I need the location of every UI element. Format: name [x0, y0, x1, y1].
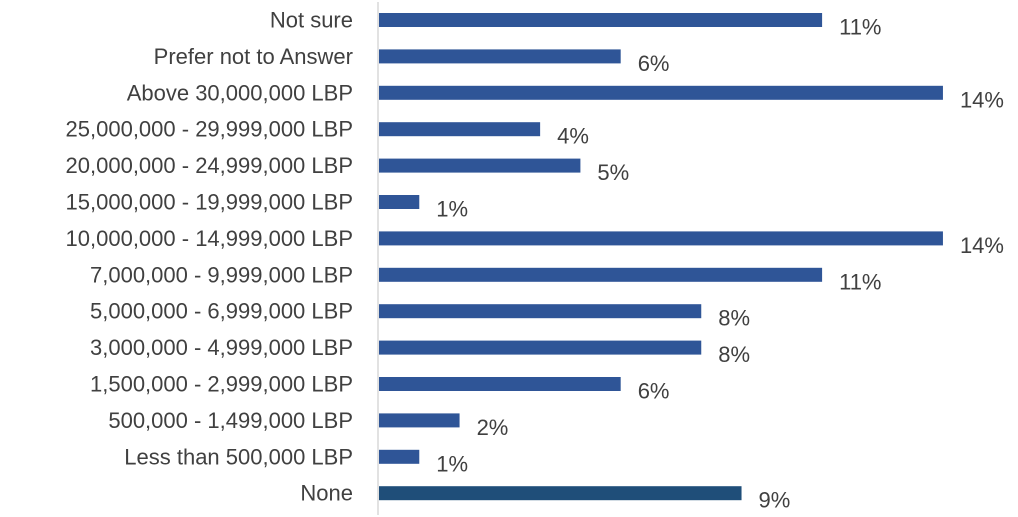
value-labels-group: 11% 6% 14% 4% 5% 1% 14% 11% 8% 8% 6% 2% 1% 9%: [436, 15, 1004, 513]
bar: [379, 49, 621, 64]
bar: [379, 158, 581, 173]
bar: [379, 377, 621, 391]
data-label: 1%: [436, 451, 468, 476]
data-label: 14%: [960, 233, 1004, 258]
bar: [379, 304, 702, 319]
bars-group: [379, 13, 943, 501]
category-labels-group: Not sure Prefer not to Answer Above 30,000…: [66, 8, 353, 506]
bar: [379, 122, 541, 137]
data-label: 6%: [638, 379, 670, 404]
bar: [379, 231, 943, 246]
data-label: 2%: [477, 415, 509, 440]
category-label: 3,000,000 - 4,999,000 LBP: [90, 335, 353, 360]
data-label: 9%: [759, 488, 791, 513]
bar: [379, 449, 420, 464]
category-label: 20,000,000 - 24,999,000 LBP: [66, 153, 353, 178]
bar: [379, 340, 702, 355]
bar: [379, 195, 420, 209]
bar: [379, 267, 823, 282]
category-label: Prefer not to Answer: [154, 44, 353, 69]
data-label: 11%: [839, 269, 881, 294]
category-label: 7,000,000 - 9,999,000 LBP: [90, 262, 353, 287]
category-label: 5,000,000 - 6,999,000 LBP: [90, 299, 353, 324]
data-label: 14%: [960, 87, 1004, 112]
category-label: None: [300, 481, 353, 506]
category-label: 15,000,000 - 19,999,000 LBP: [66, 190, 353, 215]
bar: [379, 413, 460, 428]
data-label: 8%: [718, 342, 750, 367]
category-label: Less than 500,000 LBP: [124, 444, 353, 469]
data-label: 4%: [557, 124, 589, 149]
data-label: 8%: [718, 306, 750, 331]
bar: [379, 85, 943, 100]
category-label: 10,000,000 - 14,999,000 LBP: [66, 226, 353, 251]
category-label: 25,000,000 - 29,999,000 LBP: [66, 117, 353, 142]
data-label: 5%: [597, 160, 629, 185]
category-label: 500,000 - 1,499,000 LBP: [108, 408, 353, 433]
bar: [379, 486, 742, 501]
category-label: Above 30,000,000 LBP: [127, 80, 353, 105]
bar: [379, 13, 823, 27]
category-label: Not sure: [270, 8, 353, 33]
data-label: 1%: [436, 197, 468, 222]
category-label: 1,500,000 - 2,999,000 LBP: [90, 372, 353, 397]
data-label: 11%: [839, 15, 881, 40]
data-label: 6%: [638, 51, 670, 76]
